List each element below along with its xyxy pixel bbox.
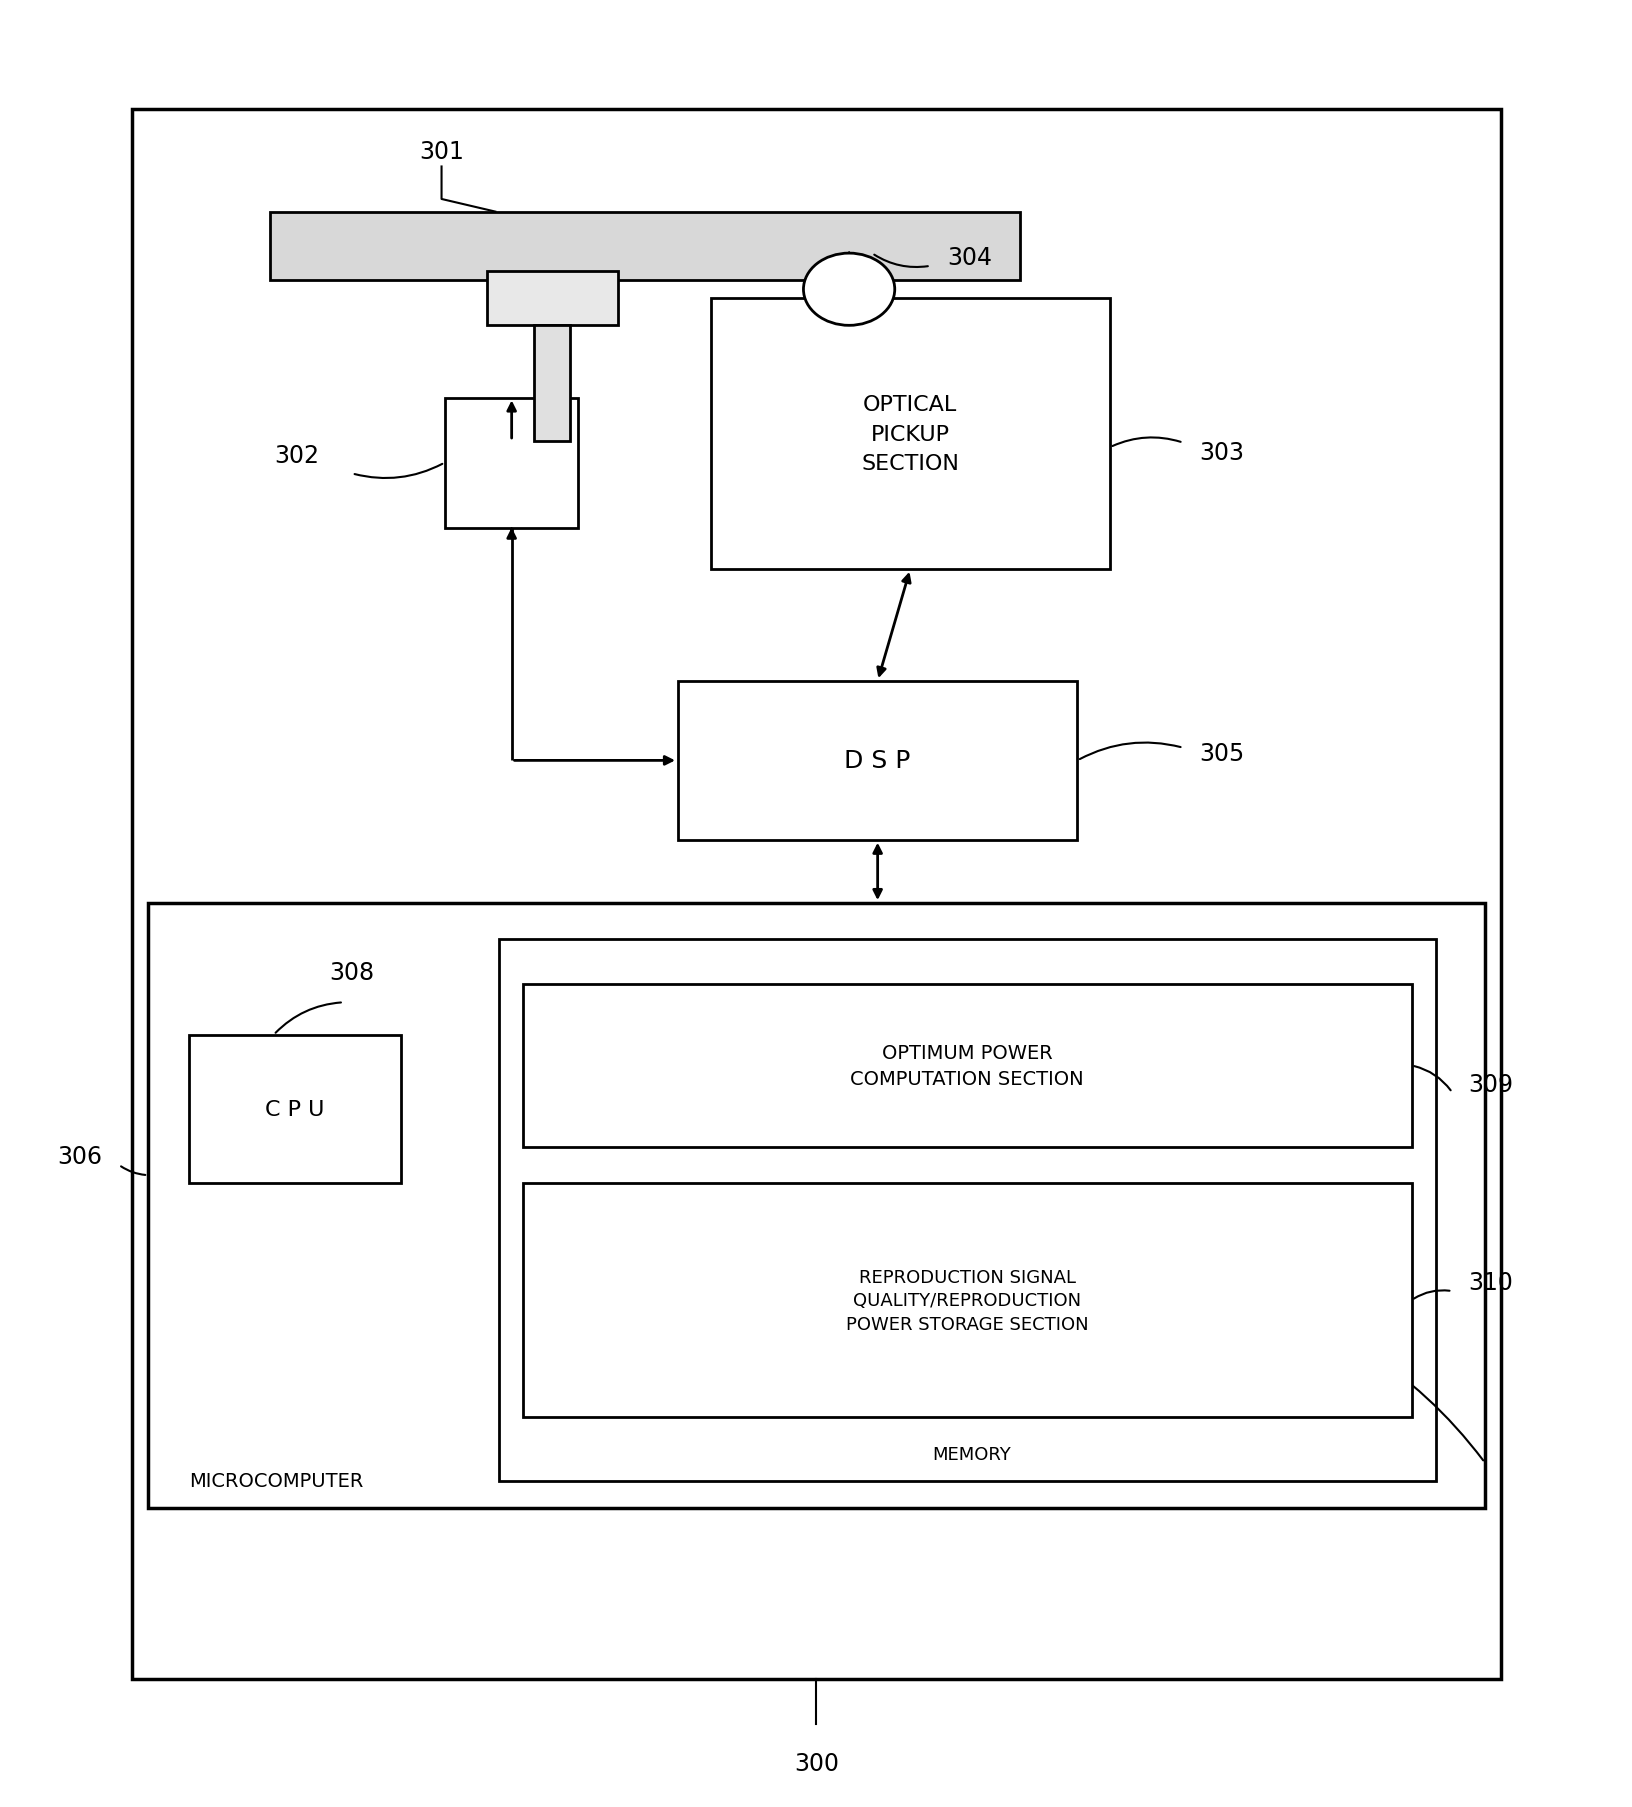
Bar <box>444 398 578 528</box>
Text: 305: 305 <box>1200 741 1244 766</box>
Bar <box>522 1184 1410 1418</box>
Text: OPTICAL
PICKUP
SECTION: OPTICAL PICKUP SECTION <box>860 394 958 473</box>
Text: 300: 300 <box>793 1751 839 1776</box>
Text: 302: 302 <box>274 445 320 468</box>
Text: OPTIMUM POWER
COMPUTATION SECTION: OPTIMUM POWER COMPUTATION SECTION <box>850 1043 1084 1088</box>
Bar <box>677 681 1077 840</box>
Ellipse shape <box>803 255 894 325</box>
Bar <box>132 110 1500 1679</box>
Text: 310: 310 <box>1467 1270 1513 1294</box>
Bar <box>486 273 617 325</box>
Bar <box>498 940 1435 1482</box>
Bar <box>271 213 1020 282</box>
Text: 307: 307 <box>1221 1288 1265 1312</box>
Text: 308: 308 <box>330 961 374 985</box>
Text: 303: 303 <box>1200 441 1244 464</box>
Bar <box>710 300 1110 569</box>
Text: C P U: C P U <box>264 1099 325 1119</box>
Text: MEMORY: MEMORY <box>932 1446 1010 1464</box>
Bar <box>149 904 1483 1507</box>
Text: REPRODUCTION SIGNAL
QUALITY/REPRODUCTION
POWER STORAGE SECTION: REPRODUCTION SIGNAL QUALITY/REPRODUCTION… <box>845 1269 1089 1334</box>
Bar <box>189 1035 400 1184</box>
Text: 306: 306 <box>57 1144 103 1167</box>
Text: 309: 309 <box>1467 1072 1513 1095</box>
Bar <box>522 985 1410 1147</box>
Text: 304: 304 <box>947 246 991 269</box>
Text: 301: 301 <box>419 139 463 164</box>
Bar <box>534 325 570 441</box>
Text: MICROCOMPUTER: MICROCOMPUTER <box>189 1471 362 1491</box>
Text: D S P: D S P <box>844 748 911 773</box>
